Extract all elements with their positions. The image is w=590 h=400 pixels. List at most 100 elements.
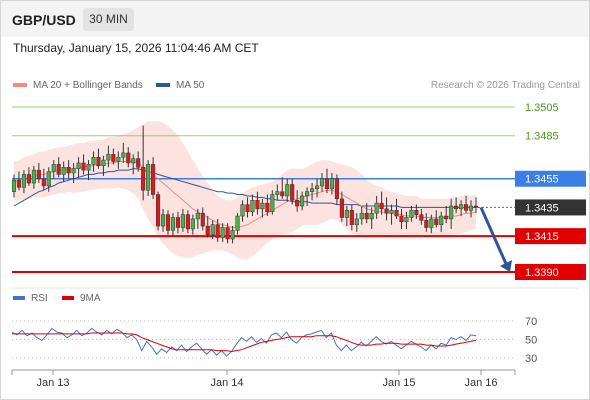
candle-body [61, 167, 66, 175]
candle-body [91, 156, 96, 165]
candle-body [76, 162, 81, 169]
candle-body [215, 224, 220, 238]
candle-body [468, 205, 474, 211]
candle-body [111, 154, 116, 162]
candle-body [165, 214, 171, 231]
candle-body [399, 215, 404, 223]
candle-body [329, 178, 334, 190]
candle-body [141, 167, 146, 191]
level-label-box-4 [515, 228, 586, 245]
candle-body [86, 164, 91, 171]
level-label-4: 1.3415 [525, 231, 559, 243]
candle-body [56, 164, 61, 175]
candle-body [160, 214, 166, 227]
candle-body [359, 212, 364, 220]
rsi-swatch [13, 296, 25, 301]
candle-body [339, 198, 344, 218]
legend-9ma-label: 9MA [80, 293, 101, 304]
candle-body [220, 227, 225, 238]
ma50-line [13, 168, 476, 208]
candle-body [96, 156, 101, 167]
candle-body [324, 178, 330, 190]
candle-body [354, 218, 359, 225]
timeframe-button[interactable]: 30 MIN [83, 8, 134, 31]
candle-body [369, 212, 374, 220]
candle-body [394, 210, 399, 217]
bollinger-band-area [14, 121, 476, 260]
candle-body [210, 224, 215, 235]
candle-body [16, 179, 22, 188]
candle-body [454, 205, 459, 210]
rsi-tick-70: 70 [525, 316, 537, 328]
candle-body [439, 215, 444, 225]
candle-body [26, 174, 31, 184]
candle-body [280, 191, 285, 197]
candle-body [290, 184, 295, 201]
ma9-swatch [62, 296, 74, 301]
legend-9ma: 9MA [62, 293, 101, 304]
candle-body [270, 194, 275, 212]
candle-body [349, 210, 354, 225]
candle-body [116, 156, 121, 162]
rsi-tick-50: 50 [525, 335, 537, 347]
candle-body [31, 169, 36, 184]
candle-body [319, 178, 325, 187]
candle-body [36, 169, 41, 179]
candle-body [151, 164, 156, 195]
candle-body [131, 158, 136, 164]
candle-body [250, 200, 255, 212]
candle-body [190, 218, 195, 230]
level-label-2: 1.3455 [525, 174, 559, 186]
candle-body [334, 178, 339, 200]
candle-body [255, 200, 260, 210]
legend-rsi-label: RSI [31, 293, 48, 304]
candle-body [170, 217, 176, 231]
rsi-9ma-line [12, 332, 477, 353]
rsi-line [11, 327, 477, 357]
candle-body [106, 154, 111, 161]
candle-body [185, 214, 190, 230]
candle-body [136, 158, 141, 168]
candle-body [146, 164, 151, 191]
candle-body [409, 210, 414, 218]
level-label-box-2 [515, 170, 586, 187]
level-label-5: 1.3390 [525, 267, 559, 279]
rsi-tick-30: 30 [525, 353, 537, 365]
forecast-arrow-shaft [479, 206, 509, 267]
candle-body [414, 210, 419, 215]
candle-body [444, 215, 449, 220]
x-tick-label-3: Jan 16 [464, 377, 497, 389]
candle-body [180, 214, 185, 228]
candle-body [21, 174, 26, 188]
level-label-box-3 [515, 199, 586, 216]
candle-body [300, 195, 305, 207]
candle-body [404, 217, 409, 223]
candle-body [175, 217, 180, 228]
candle-body [71, 168, 76, 174]
candle-body [51, 164, 56, 172]
level-label-0: 1.3505 [525, 102, 559, 114]
candle-body [295, 200, 300, 207]
candle-body [156, 194, 161, 227]
candle-body [473, 205, 479, 208]
candle-body [364, 212, 369, 220]
candle-body [245, 204, 250, 212]
candle-body [66, 167, 71, 174]
candle-body [344, 210, 349, 218]
candle-body [424, 220, 429, 228]
candle-body [310, 188, 315, 192]
candle-body [389, 210, 394, 214]
candle-body [195, 212, 200, 220]
candle-body [46, 171, 51, 187]
level-label-3: 1.3435 [525, 202, 559, 214]
candle-body [419, 214, 424, 221]
candle-body [459, 204, 464, 210]
legend-ma50-label: MA 50 [176, 80, 205, 91]
candle-body [41, 178, 46, 187]
candle-body [101, 159, 106, 167]
candle-body [81, 162, 86, 171]
candle-body [121, 152, 126, 158]
candle-body [275, 191, 280, 195]
x-tick-label-0: Jan 13 [36, 377, 69, 389]
